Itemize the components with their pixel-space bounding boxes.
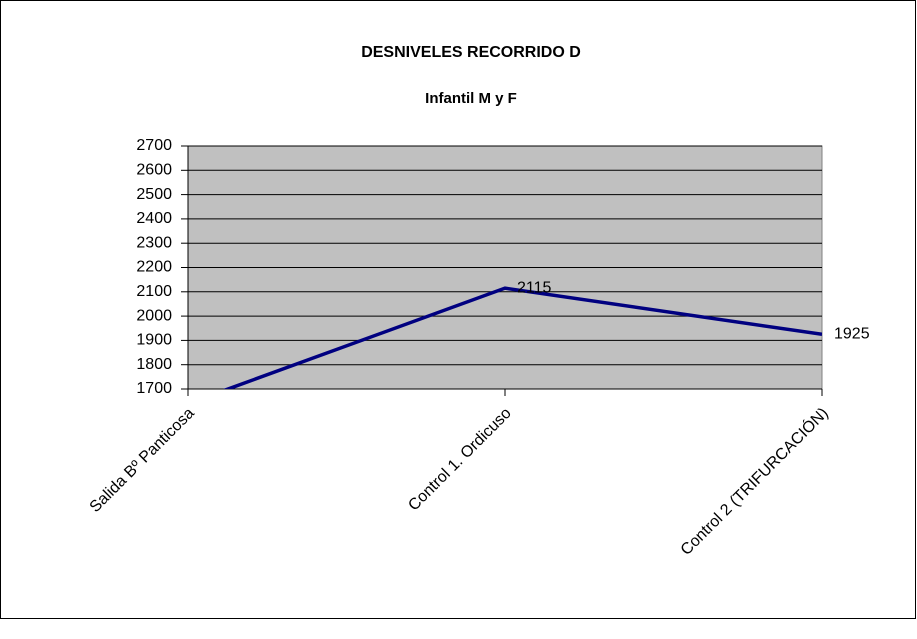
y-tick-label: 2700 xyxy=(136,137,172,154)
y-tick-label: 2100 xyxy=(136,283,172,300)
y-tick-label: 1800 xyxy=(136,356,172,373)
data-label: 2115 xyxy=(517,279,552,296)
y-tick-label: 1700 xyxy=(136,380,172,397)
chart-title: DESNIVELES RECORRIDO D xyxy=(361,44,581,61)
y-tick-label: 2400 xyxy=(136,210,172,227)
y-tick-label: 2300 xyxy=(136,234,172,251)
y-tick-label: 2600 xyxy=(136,162,172,179)
data-label: 1925 xyxy=(834,326,870,343)
line-series xyxy=(222,286,822,389)
y-tick-label: 2000 xyxy=(136,307,172,324)
chart-subtitle: Infantil M y F xyxy=(425,90,517,107)
y-tick-label: 2500 xyxy=(136,186,172,203)
y-tick-label: 1900 xyxy=(136,332,172,349)
y-tick-label: 2200 xyxy=(136,259,172,276)
